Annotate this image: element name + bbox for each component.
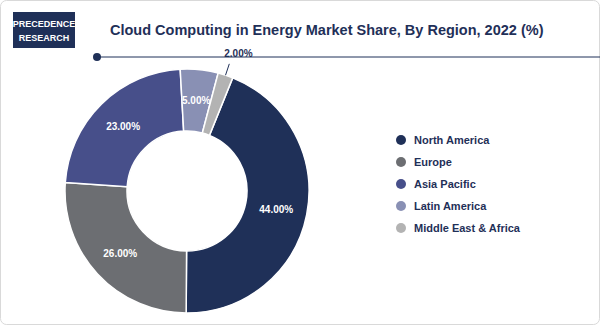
legend-marker	[396, 135, 406, 145]
leader-line	[226, 64, 230, 75]
data-label: 44.00%	[259, 204, 293, 215]
header-rule	[97, 57, 600, 58]
chart-svg: PRECEDENCE RESEARCH Cloud Computing in Ene…	[0, 0, 600, 325]
legend-marker	[396, 201, 406, 211]
data-labels: 44.00% 26.00% 23.00% 5.00% 2.00%	[103, 48, 293, 258]
legend-label: Asia Pacific	[414, 178, 476, 190]
header-dot	[93, 53, 101, 61]
data-label: 23.00%	[106, 121, 140, 132]
legend-marker	[396, 157, 406, 167]
data-label: 5.00%	[182, 95, 210, 106]
legend-marker	[396, 223, 406, 233]
logo-text: RESEARCH	[19, 33, 70, 43]
legend-label: Middle East & Africa	[414, 222, 521, 234]
slice	[65, 69, 183, 187]
legend-label: Europe	[414, 156, 452, 168]
logo-box	[13, 12, 75, 48]
data-label: 26.00%	[103, 248, 137, 259]
frame	[1, 1, 600, 325]
legend: North America Europe Asia Pacific Latin Ame…	[396, 134, 521, 234]
data-label: 2.00%	[224, 48, 252, 59]
legend-label: North America	[414, 134, 490, 146]
logo-text: PRECEDENCE	[13, 19, 76, 29]
chart-root: PRECEDENCE RESEARCH Cloud Computing in Ene…	[0, 0, 600, 325]
title: Cloud Computing in Energy Market Share, …	[110, 22, 544, 38]
slice	[65, 182, 187, 313]
slices	[65, 69, 309, 313]
legend-marker	[396, 179, 406, 189]
legend-label: Latin America	[414, 200, 487, 212]
